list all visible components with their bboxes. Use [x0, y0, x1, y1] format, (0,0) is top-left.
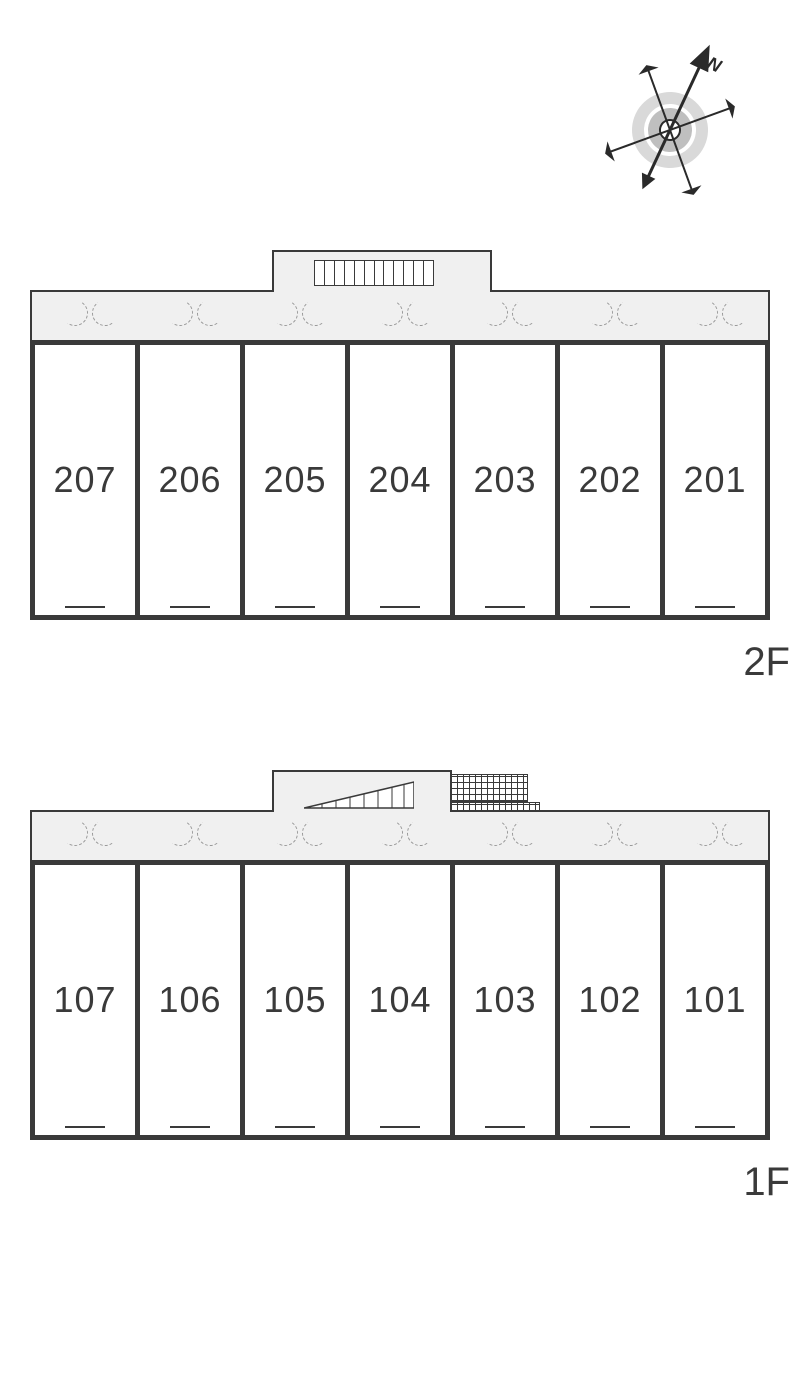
unit-label: 205: [263, 459, 326, 501]
stair-housing-1f: [272, 770, 452, 812]
unit-label: 105: [263, 979, 326, 1021]
unit-106: 106: [140, 860, 245, 1140]
unit-label: 203: [473, 459, 536, 501]
unit-206: 206: [140, 340, 245, 620]
corridor-1f: [30, 810, 770, 860]
unit-label: 204: [368, 459, 431, 501]
units-row-1f: 107 106 105 104 103 102 101: [30, 860, 770, 1140]
unit-label: 107: [53, 979, 116, 1021]
unit-201: 201: [665, 340, 770, 620]
floor-label-2f: 2F: [743, 640, 790, 685]
unit-203: 203: [455, 340, 560, 620]
unit-103: 103: [455, 860, 560, 1140]
unit-104: 104: [350, 860, 455, 1140]
unit-label: 201: [683, 459, 746, 501]
floor-label-1f: 1F: [743, 1160, 790, 1205]
hatched-landing-step: [450, 802, 540, 812]
hatched-landing: [450, 774, 528, 802]
unit-101: 101: [665, 860, 770, 1140]
unit-205: 205: [245, 340, 350, 620]
unit-label: 207: [53, 459, 116, 501]
unit-label: 103: [473, 979, 536, 1021]
floor-2f: 207 206 205 204 203 202 201: [30, 290, 770, 620]
corridor-2f: [30, 290, 770, 340]
unit-102: 102: [560, 860, 665, 1140]
unit-204: 204: [350, 340, 455, 620]
unit-107: 107: [30, 860, 140, 1140]
unit-label: 206: [158, 459, 221, 501]
unit-label: 106: [158, 979, 221, 1021]
unit-label: 104: [368, 979, 431, 1021]
unit-105: 105: [245, 860, 350, 1140]
floor-1f: 107 106 105 104 103 102 101: [30, 810, 770, 1140]
unit-label: 101: [683, 979, 746, 1021]
unit-202: 202: [560, 340, 665, 620]
unit-label: 202: [578, 459, 641, 501]
compass-rose: N: [600, 30, 740, 205]
unit-207: 207: [30, 340, 140, 620]
stair-housing-2f: [272, 250, 492, 292]
unit-label: 102: [578, 979, 641, 1021]
door-marks-1f: [32, 812, 768, 860]
units-row-2f: 207 206 205 204 203 202 201: [30, 340, 770, 620]
door-marks-2f: [32, 292, 768, 340]
